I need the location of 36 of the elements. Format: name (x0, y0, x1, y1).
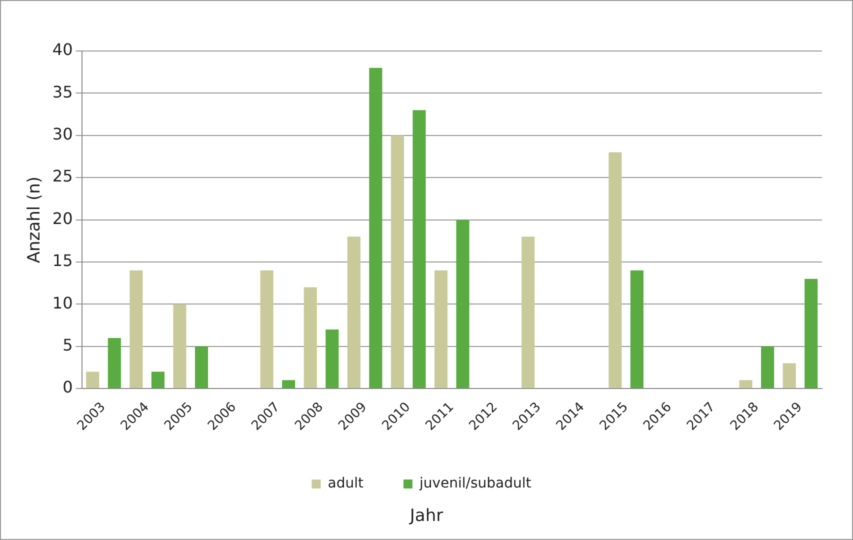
legend-label: adult (328, 476, 364, 492)
bar (260, 270, 274, 388)
y-tick-label: 0 (62, 378, 73, 397)
bar (434, 270, 448, 388)
bar (151, 372, 164, 388)
y-tick-label: 30 (52, 124, 73, 144)
y-tick-label: 5 (62, 336, 73, 355)
bar (456, 220, 470, 388)
bar (782, 363, 796, 388)
bar (412, 110, 426, 388)
y-axis-title: Anzahl (n) (24, 176, 45, 264)
bar (304, 287, 317, 388)
bar (282, 380, 296, 388)
bar (608, 152, 622, 388)
x-axis-title: Jahr (408, 506, 444, 526)
legend-label: juvenil/subadult (418, 476, 532, 492)
bar (522, 236, 535, 388)
y-tick-label: 15 (52, 251, 73, 270)
bar (326, 330, 339, 388)
y-tick-label: 40 (52, 40, 73, 60)
bar (369, 68, 382, 388)
bar (173, 304, 186, 388)
bar (86, 372, 100, 388)
bar (130, 270, 143, 388)
y-tick-label: 10 (52, 293, 73, 312)
bar (761, 346, 774, 388)
bar (739, 380, 752, 388)
y-tick-label: 20 (52, 208, 73, 228)
bar (194, 346, 208, 388)
bar (630, 270, 644, 388)
y-tick-label: 35 (52, 82, 73, 102)
bar (347, 236, 360, 388)
bar (804, 278, 818, 388)
bar (390, 135, 404, 388)
bar (108, 338, 121, 388)
y-tick-label: 25 (52, 166, 73, 186)
